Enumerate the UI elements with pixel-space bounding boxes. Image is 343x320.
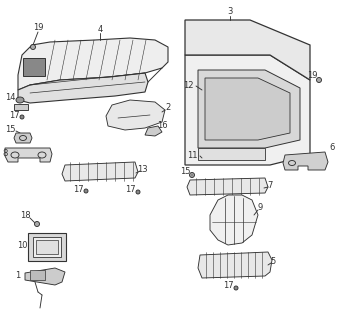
Polygon shape <box>185 20 310 80</box>
Polygon shape <box>198 70 300 148</box>
Polygon shape <box>18 73 148 103</box>
Text: 17: 17 <box>73 185 83 194</box>
Text: 8: 8 <box>2 148 8 157</box>
Text: 19: 19 <box>33 23 43 33</box>
Polygon shape <box>145 126 162 136</box>
Text: 18: 18 <box>20 211 30 220</box>
Polygon shape <box>187 178 268 195</box>
Polygon shape <box>106 100 165 130</box>
Bar <box>28 233 66 261</box>
Text: 14: 14 <box>5 93 15 102</box>
Text: 1: 1 <box>15 271 21 281</box>
Text: 15: 15 <box>180 167 190 177</box>
Polygon shape <box>5 148 52 162</box>
Text: 17: 17 <box>9 110 19 119</box>
Bar <box>30 270 45 280</box>
Bar <box>14 104 28 110</box>
Ellipse shape <box>191 174 193 176</box>
Ellipse shape <box>317 77 321 83</box>
Text: 13: 13 <box>137 165 147 174</box>
Polygon shape <box>25 268 65 285</box>
Polygon shape <box>198 148 265 160</box>
Text: 6: 6 <box>329 143 335 153</box>
Text: 3: 3 <box>227 7 233 17</box>
Ellipse shape <box>20 115 24 119</box>
Bar <box>23 58 45 76</box>
Bar <box>33 237 61 257</box>
Polygon shape <box>205 78 290 140</box>
Text: 4: 4 <box>97 26 103 35</box>
Polygon shape <box>210 195 258 245</box>
Ellipse shape <box>234 286 238 290</box>
Polygon shape <box>62 162 138 181</box>
Text: 17: 17 <box>223 281 233 290</box>
Text: 7: 7 <box>267 181 273 190</box>
Polygon shape <box>185 55 310 165</box>
Polygon shape <box>14 133 32 143</box>
Text: 15: 15 <box>5 125 15 134</box>
Polygon shape <box>18 38 168 90</box>
Text: 12: 12 <box>183 81 193 90</box>
Bar <box>36 240 58 254</box>
Ellipse shape <box>84 189 88 193</box>
Text: 16: 16 <box>157 121 167 130</box>
Ellipse shape <box>136 190 140 194</box>
Text: 11: 11 <box>187 150 197 159</box>
Text: 17: 17 <box>125 186 135 195</box>
Text: 10: 10 <box>17 241 27 250</box>
Ellipse shape <box>31 44 35 50</box>
Ellipse shape <box>189 172 194 178</box>
Text: 2: 2 <box>165 103 170 113</box>
Text: 19: 19 <box>307 70 317 79</box>
Ellipse shape <box>35 221 39 227</box>
Text: 5: 5 <box>270 258 276 267</box>
Polygon shape <box>283 152 328 170</box>
Polygon shape <box>198 252 272 278</box>
Ellipse shape <box>16 97 24 103</box>
Text: 9: 9 <box>257 203 263 212</box>
